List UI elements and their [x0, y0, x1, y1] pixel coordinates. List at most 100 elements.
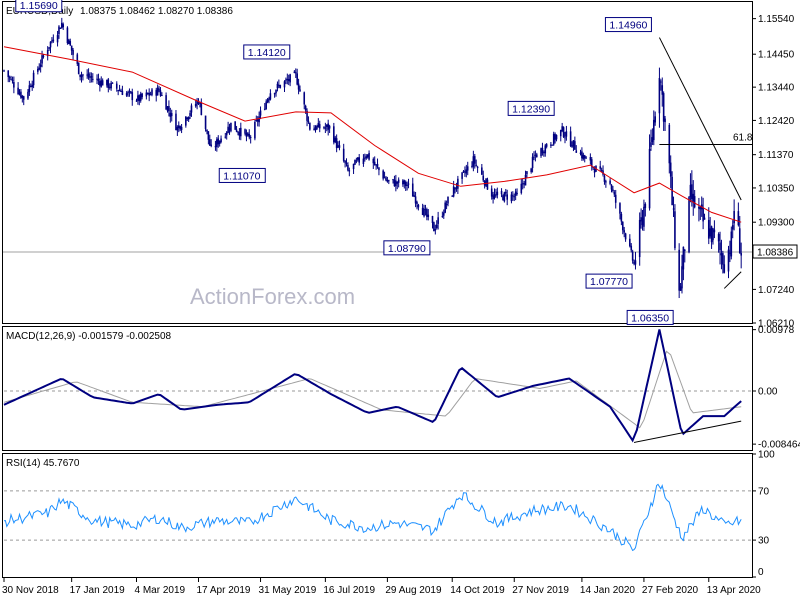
- candle-body: [125, 93, 128, 96]
- candle-body: [146, 92, 149, 95]
- candle-body: [691, 184, 693, 200]
- candle-body: [435, 224, 438, 229]
- candle-body: [317, 122, 320, 128]
- candle-body: [383, 177, 386, 179]
- candle-body: [86, 74, 88, 76]
- candle-body: [168, 106, 170, 112]
- candle-body: [240, 127, 242, 137]
- candle-body: [454, 187, 456, 190]
- candle-body: [99, 81, 101, 86]
- candle-body: [59, 27, 62, 29]
- candle-body: [495, 194, 497, 196]
- candle-body: [293, 71, 296, 73]
- candle-body: [22, 96, 25, 100]
- candle-body: [318, 124, 321, 129]
- candle-body: [224, 136, 227, 138]
- candle-body: [41, 55, 43, 64]
- x-axis-tick-label: 16 Jul 2019: [323, 585, 375, 596]
- candle-body: [352, 163, 355, 170]
- candle-body: [79, 74, 81, 77]
- candle-body: [13, 82, 15, 88]
- price-annotation-box: [383, 240, 431, 256]
- candle-body: [471, 165, 473, 167]
- candle-body: [581, 151, 583, 159]
- watermark: ActionForex.com: [190, 284, 355, 309]
- x-axis-tick-label: 30 Nov 2018: [2, 585, 59, 596]
- current-price-box: [752, 244, 798, 259]
- candle-body: [506, 194, 508, 200]
- candle-body: [137, 95, 139, 101]
- price-annotation-label: 1.11070: [223, 170, 260, 182]
- candle-body: [256, 119, 259, 122]
- candle-body: [89, 76, 91, 78]
- candle-body: [244, 129, 246, 134]
- candle-body: [159, 90, 162, 96]
- candle-body: [658, 78, 661, 114]
- candle-body: [444, 202, 446, 213]
- candle-body: [579, 152, 582, 154]
- candle-body: [273, 93, 276, 95]
- price-y-tick-label: 1.07240: [758, 285, 795, 296]
- candle-body: [234, 121, 236, 130]
- candle-body: [118, 90, 121, 92]
- candle-body: [644, 204, 647, 208]
- candle-body: [186, 117, 189, 120]
- candle-body: [27, 91, 29, 99]
- candle-body: [730, 231, 733, 257]
- candle-body: [486, 179, 489, 190]
- x-axis-tick-label: 17 Jan 2019: [70, 585, 125, 596]
- candle-body: [593, 168, 596, 173]
- candle-body: [373, 161, 376, 166]
- candle-body: [521, 183, 524, 185]
- candle-body: [334, 137, 337, 143]
- rsi-y-tick-label: 30: [758, 536, 770, 547]
- candle-body: [248, 133, 251, 138]
- candle-body: [56, 35, 59, 43]
- candle-body: [661, 85, 664, 95]
- candle-body: [228, 128, 231, 130]
- candle-body: [342, 148, 345, 161]
- candle-body: [650, 142, 652, 147]
- candle-body: [66, 27, 69, 44]
- candle-body: [230, 122, 232, 132]
- candle-body: [624, 233, 627, 240]
- candle-body: [62, 24, 64, 28]
- candle-body: [651, 137, 654, 143]
- fib-label: 61.8: [733, 133, 753, 144]
- sma-line: [3, 46, 742, 223]
- candle-body: [283, 81, 286, 88]
- candle-body: [533, 156, 535, 158]
- candle-body: [338, 145, 341, 148]
- candle-body: [613, 192, 616, 195]
- candle-body: [575, 150, 578, 153]
- candle-body: [513, 196, 516, 198]
- candle-body: [482, 175, 485, 181]
- candle-body: [571, 145, 573, 148]
- candle-body: [120, 90, 122, 92]
- candle-body: [729, 252, 731, 254]
- price-y-tick-label: 1.15540: [758, 14, 795, 25]
- candle-body: [180, 126, 183, 130]
- candle-body: [307, 120, 310, 122]
- candle-body: [610, 184, 613, 190]
- candle-body: [376, 163, 379, 167]
- candle-body: [7, 70, 10, 78]
- candle-body: [455, 187, 458, 189]
- candle-body: [375, 164, 377, 166]
- price-trendline: [658, 37, 742, 201]
- candle-body: [612, 189, 614, 192]
- candle-body: [541, 147, 544, 154]
- candle-body: [29, 86, 32, 88]
- candle-body: [48, 47, 50, 49]
- candle-body: [151, 89, 153, 95]
- candle-body: [503, 192, 506, 202]
- candle-body: [127, 91, 129, 94]
- candle-body: [100, 80, 103, 87]
- candle-body: [634, 260, 637, 265]
- candle-body: [258, 116, 260, 123]
- candle-body: [464, 171, 466, 173]
- candle-body: [197, 100, 200, 104]
- x-axis-tick-label: 27 Nov 2019: [512, 585, 569, 596]
- candle-body: [176, 126, 179, 131]
- candle-body: [37, 68, 39, 72]
